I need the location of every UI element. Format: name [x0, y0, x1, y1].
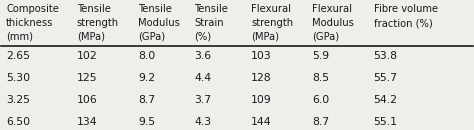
Text: 128: 128 [251, 73, 272, 83]
Text: 125: 125 [77, 73, 98, 83]
Text: 55.1: 55.1 [374, 117, 398, 127]
Text: 53.8: 53.8 [374, 51, 398, 61]
Text: Tensile: Tensile [195, 4, 228, 14]
Text: (MPa): (MPa) [77, 32, 105, 42]
Text: 54.2: 54.2 [374, 95, 398, 105]
Text: 3.7: 3.7 [195, 95, 212, 105]
Text: 6.0: 6.0 [312, 95, 329, 105]
Text: 102: 102 [77, 51, 98, 61]
Text: strength: strength [251, 18, 293, 28]
Text: (mm): (mm) [6, 32, 33, 42]
Text: Flexural: Flexural [251, 4, 291, 14]
Text: 8.5: 8.5 [312, 73, 329, 83]
Text: 5.30: 5.30 [6, 73, 30, 83]
Text: fraction (%): fraction (%) [374, 18, 432, 28]
Text: (%): (%) [195, 32, 212, 42]
Text: Flexural: Flexural [312, 4, 352, 14]
Text: 55.7: 55.7 [374, 73, 398, 83]
Text: Fibre volume: Fibre volume [374, 4, 438, 14]
Text: 144: 144 [251, 117, 272, 127]
Text: (GPa): (GPa) [138, 32, 165, 42]
Text: 4.3: 4.3 [195, 117, 212, 127]
Text: 109: 109 [251, 95, 272, 105]
Text: 3.25: 3.25 [6, 95, 30, 105]
Text: Composite: Composite [6, 4, 59, 14]
Text: (MPa): (MPa) [251, 32, 279, 42]
Text: (GPa): (GPa) [312, 32, 339, 42]
Text: strength: strength [77, 18, 119, 28]
Text: 9.2: 9.2 [138, 73, 155, 83]
Text: Modulus: Modulus [312, 18, 354, 28]
Text: 9.5: 9.5 [138, 117, 155, 127]
Text: thickness: thickness [6, 18, 54, 28]
Text: Strain: Strain [195, 18, 224, 28]
Text: 8.0: 8.0 [138, 51, 155, 61]
Text: 134: 134 [77, 117, 98, 127]
Text: Tensile: Tensile [77, 4, 110, 14]
Text: 106: 106 [77, 95, 98, 105]
Text: 3.6: 3.6 [195, 51, 212, 61]
Text: 5.9: 5.9 [312, 51, 329, 61]
Text: 6.50: 6.50 [6, 117, 30, 127]
Text: Modulus: Modulus [138, 18, 180, 28]
Text: 4.4: 4.4 [195, 73, 212, 83]
Text: 2.65: 2.65 [6, 51, 30, 61]
Text: 8.7: 8.7 [138, 95, 155, 105]
Text: 8.7: 8.7 [312, 117, 329, 127]
Text: 103: 103 [251, 51, 272, 61]
Text: Tensile: Tensile [138, 4, 172, 14]
